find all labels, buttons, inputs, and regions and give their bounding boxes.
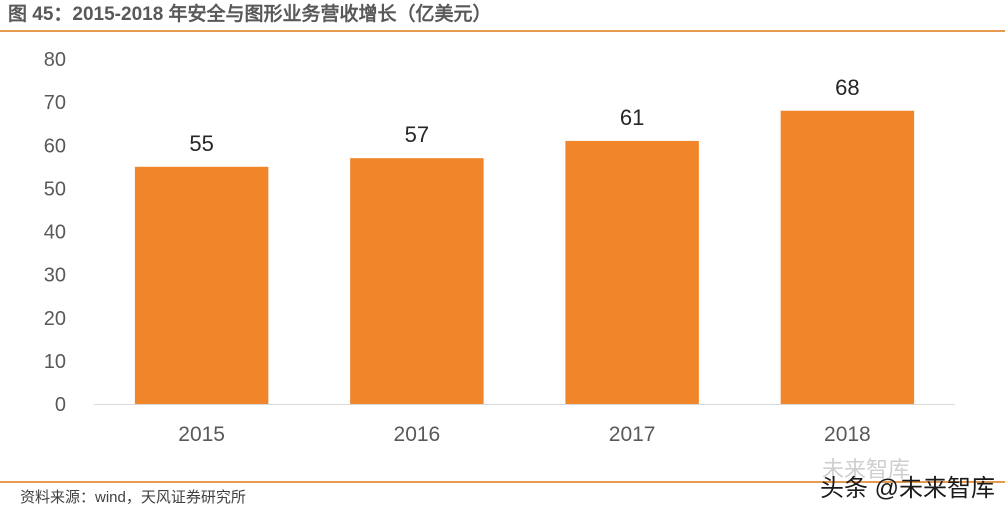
y-tick-label: 10 (44, 351, 66, 373)
y-tick-label: 50 (44, 178, 66, 200)
bar-value-label: 55 (189, 131, 213, 156)
x-axis-ticks: 2015 2016 2017 2018 (178, 423, 870, 446)
bar-2016 (350, 158, 484, 404)
y-tick-label: 80 (44, 49, 66, 71)
watermark: 头条 @未来智库 (819, 475, 995, 502)
y-tick-label: 20 (44, 308, 66, 330)
title-divider (0, 30, 1005, 32)
bar-2018 (780, 110, 915, 404)
x-tick-label: 2018 (824, 423, 871, 446)
bar-2017 (565, 140, 699, 404)
source-divider (0, 481, 1005, 483)
bar-value-labels: 55 57 61 68 (189, 75, 859, 156)
y-tick-label: 70 (44, 92, 66, 114)
figure-title: 图 45：2015-2018 年安全与图形业务营收增长（亿美元） (8, 4, 492, 25)
bar-value-label: 68 (835, 75, 859, 100)
bars (134, 110, 915, 404)
x-tick-label: 2015 (178, 423, 225, 446)
bar-value-label: 57 (405, 122, 429, 147)
bar-2015 (134, 166, 269, 404)
y-tick-label: 30 (44, 265, 66, 287)
x-tick-label: 2017 (609, 423, 656, 446)
y-tick-label: 0 (55, 394, 66, 416)
bar-value-label: 61 (620, 105, 644, 130)
source-note: 资料来源：wind，天风证券研究所 (20, 489, 246, 506)
y-tick-label: 40 (44, 222, 66, 244)
watermark-ghost: 未来智库 (822, 457, 911, 482)
y-axis-ticks: 0 10 20 30 40 50 60 70 80 (44, 49, 66, 416)
x-tick-label: 2016 (394, 423, 441, 446)
y-tick-label: 60 (44, 135, 66, 157)
